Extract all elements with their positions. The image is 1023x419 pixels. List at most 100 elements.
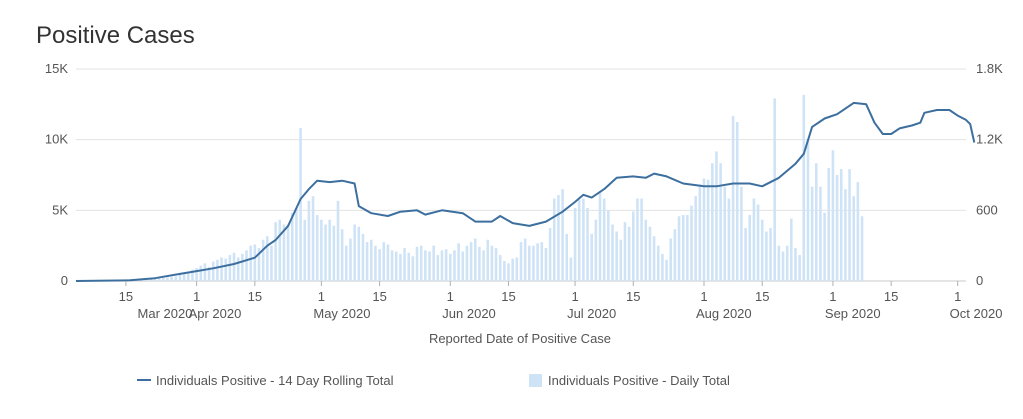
daily-total-bar: [482, 250, 485, 281]
daily-total-bar: [727, 198, 731, 281]
daily-total-bar: [469, 242, 473, 281]
daily-total-bar: [702, 178, 706, 281]
x-tick-day-label: 1: [829, 289, 836, 304]
daily-total-bar: [569, 257, 573, 281]
x-tick-day-label: 15: [755, 289, 769, 304]
daily-total-bar: [399, 253, 402, 281]
daily-total-bar: [690, 205, 693, 281]
rolling-total-line: [75, 101, 976, 282]
daily-total-bar: [241, 253, 244, 281]
daily-total-bar: [382, 242, 386, 281]
daily-total-bar: [548, 228, 552, 281]
x-tick-month-label: Oct 2020: [950, 306, 1003, 321]
daily-total-bar: [374, 245, 377, 281]
legend-bar-swatch: [529, 374, 542, 387]
daily-total-bar: [519, 242, 523, 281]
daily-total-bar: [444, 249, 448, 281]
daily-total-bar: [311, 196, 315, 281]
daily-total-bar: [340, 229, 344, 281]
x-tick-day-label: 15: [626, 289, 640, 304]
daily-total-bar: [465, 245, 469, 281]
daily-total-bar: [415, 246, 419, 281]
daily-total-bar: [814, 163, 818, 281]
daily-total-bar: [711, 163, 714, 281]
daily-total-bar: [839, 169, 843, 281]
x-tick-day-label: 1: [447, 289, 454, 304]
daily-total-bar: [332, 225, 336, 281]
rolling-total-series-line: [75, 101, 976, 282]
daily-total-bar: [195, 268, 198, 281]
x-tick-day-label: 1: [954, 289, 961, 304]
daily-total-bar: [715, 151, 718, 281]
daily-total-bar: [257, 248, 261, 281]
daily-total-bar: [823, 212, 826, 281]
legend-label-daily-total: Individuals Positive - Daily Total: [548, 373, 730, 388]
daily-total-bar: [611, 224, 614, 281]
daily-total-bar: [503, 260, 506, 281]
daily-total-bar: [498, 255, 502, 281]
daily-total-bar: [852, 196, 855, 281]
daily-total-bar: [652, 236, 656, 281]
daily-total-bar: [644, 219, 648, 281]
daily-total-bar: [511, 258, 514, 281]
daily-total-bar: [157, 278, 161, 281]
daily-total-bar: [303, 219, 307, 281]
daily-total-bar: [802, 94, 806, 282]
x-tick-day-label: 1: [571, 289, 578, 304]
daily-total-bar: [507, 263, 510, 281]
daily-total-bar: [577, 199, 581, 281]
daily-total-bar: [357, 226, 361, 281]
daily-total-bar: [844, 189, 847, 281]
daily-total-bar: [369, 239, 373, 281]
daily-total-bar: [436, 255, 440, 281]
x-tick-month-label: Jul 2020: [567, 306, 616, 321]
x-tick-day-label: 15: [119, 289, 133, 304]
x-tick-day-label: 15: [248, 289, 262, 304]
daily-total-bar: [794, 248, 797, 281]
daily-total-bar: [290, 212, 294, 281]
daily-total-bars: [120, 94, 864, 282]
daily-total-bar: [677, 216, 681, 281]
daily-total-bar: [769, 228, 772, 281]
daily-total-bar: [561, 189, 564, 281]
daily-total-bar: [532, 245, 535, 281]
daily-total-bar: [615, 231, 618, 281]
daily-total-bar: [544, 248, 548, 281]
daily-total-bar: [278, 219, 282, 281]
daily-total-bar: [378, 249, 381, 281]
y-right-tick-label: 600: [976, 202, 998, 217]
legend: Individuals Positive - 14 Day Rolling To…: [137, 373, 730, 388]
daily-total-bar: [286, 224, 290, 281]
daily-total-bar: [149, 279, 153, 281]
daily-total-bar: [490, 245, 494, 281]
daily-total-bar: [440, 250, 444, 281]
daily-total-bar: [806, 139, 810, 281]
daily-total-bar: [141, 280, 144, 281]
daily-total-bar: [449, 253, 452, 281]
x-tick-month-label: Aug 2020: [696, 306, 752, 321]
daily-total-bar: [623, 222, 627, 281]
daily-total-bar: [162, 278, 165, 281]
daily-total-bar: [307, 200, 311, 281]
y-left-tick-label: 5K: [52, 202, 68, 217]
daily-total-bar: [590, 233, 593, 281]
daily-total-bar: [236, 257, 240, 281]
daily-total-bar: [299, 127, 302, 281]
daily-total-bar: [632, 211, 635, 281]
daily-total-bar: [220, 257, 223, 281]
y-right-tick-label: 1.2K: [976, 132, 1003, 147]
daily-total-bar: [199, 265, 203, 281]
daily-total-bar: [681, 215, 685, 281]
daily-total-bar: [320, 219, 323, 281]
x-tick-day-label: 1: [318, 289, 325, 304]
daily-total-bar: [211, 261, 215, 281]
daily-total-bar: [765, 231, 768, 281]
daily-total-bar: [735, 122, 739, 281]
daily-total-bar: [494, 248, 498, 281]
daily-total-bar: [315, 215, 319, 281]
daily-total-bar: [602, 198, 606, 281]
daily-total-bar: [810, 186, 814, 281]
daily-total-bar: [266, 236, 269, 281]
daily-total-bar: [540, 242, 544, 281]
daily-total-bar: [752, 198, 756, 281]
